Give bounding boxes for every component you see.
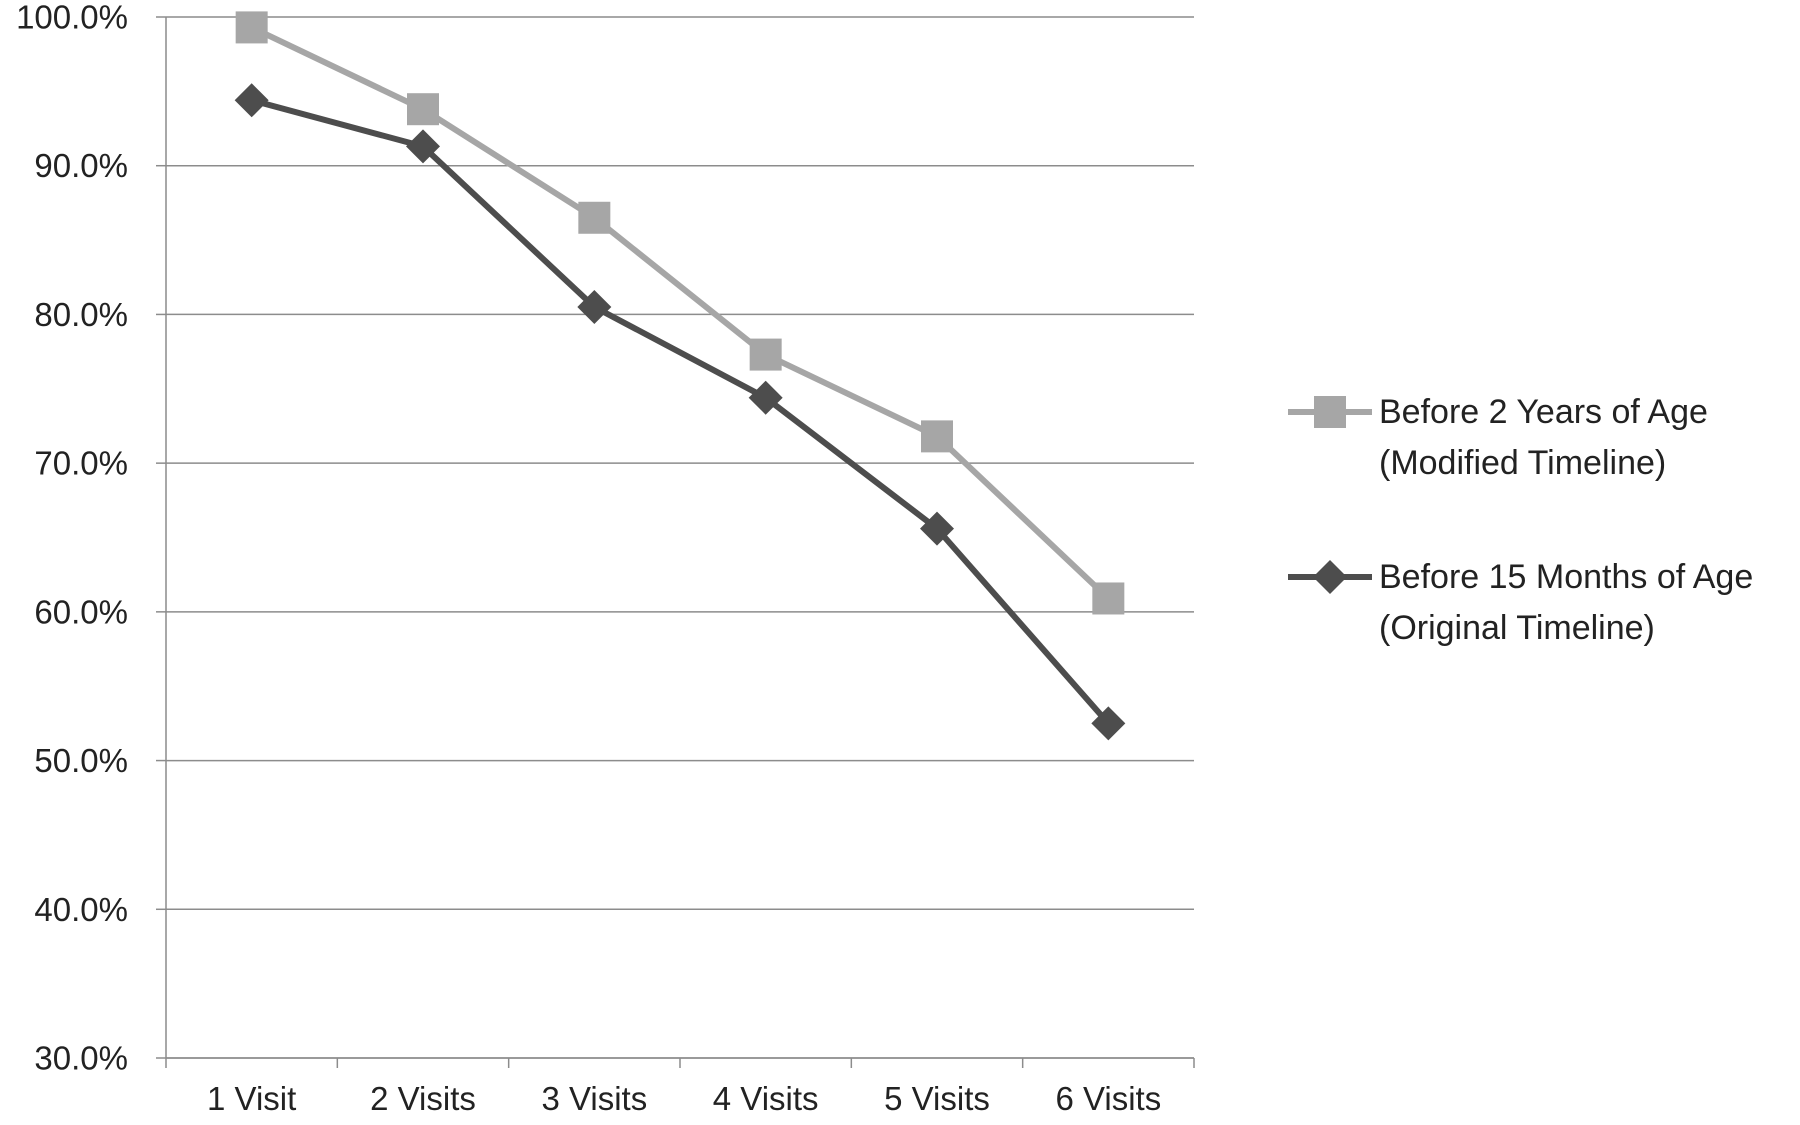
data-series	[234, 11, 1126, 741]
data-point-square	[1092, 582, 1125, 615]
y-tick-label: 70.0%	[34, 445, 128, 482]
data-point-diamond	[577, 289, 612, 324]
legend-label: Before 15 Months of Age	[1379, 558, 1753, 596]
legend-label: Before 2 Years of Age	[1379, 393, 1708, 431]
series-2	[234, 83, 1126, 741]
data-point-diamond	[234, 83, 269, 118]
legend-entry-2: Before 15 Months of Age (Original Timelin…	[1288, 558, 1753, 647]
data-point-square	[407, 93, 439, 126]
data-point-square	[235, 11, 268, 44]
x-tick-label: 2 Visits	[370, 1080, 476, 1117]
legend-entry-1: Before 2 Years of Age (Modified Timeline)	[1288, 393, 1708, 482]
data-point-diamond	[748, 380, 783, 415]
data-point-square	[578, 201, 611, 234]
y-tick-label: 90.0%	[34, 147, 128, 184]
legend-label: (Original Timeline)	[1379, 609, 1655, 647]
gridlines	[166, 16, 1194, 1059]
y-tick-label: 60.0%	[34, 593, 128, 630]
x-tick-label: 3 Visits	[541, 1080, 647, 1117]
legend-marker-diamond	[1313, 560, 1347, 594]
legend-marker-square	[1314, 396, 1346, 428]
x-tick-label: 6 Visits	[1055, 1080, 1161, 1117]
x-tick-label: 1 Visit	[207, 1080, 296, 1117]
y-axis-tick-labels: 30.0% 40.0% 50.0% 60.0% 70.0% 80.0% 90.0% 100.0…	[16, 0, 128, 1077]
x-tick-label: 4 Visits	[713, 1080, 819, 1117]
y-tick-label: 80.0%	[34, 296, 128, 333]
data-point-diamond	[920, 511, 954, 546]
series-1	[235, 11, 1125, 615]
y-tick-label: 30.0%	[34, 1040, 128, 1077]
series-line	[248, 24, 1112, 602]
legend-label: (Modified Timeline)	[1379, 444, 1666, 482]
data-point-square	[749, 338, 782, 371]
data-point-diamond	[1091, 706, 1126, 741]
series-line	[248, 97, 1112, 727]
x-tick-label: 5 Visits	[884, 1080, 990, 1117]
legend: Before 2 Years of Age (Modified Timeline)…	[1288, 393, 1753, 647]
x-axis-tick-labels: 1 Visit 2 Visits 3 Visits 4 Visits 5 Visits 6…	[207, 1080, 1161, 1117]
data-point-square	[921, 420, 953, 453]
axes	[156, 16, 1195, 1068]
data-point-diamond	[406, 129, 440, 164]
y-tick-label: 50.0%	[34, 742, 128, 779]
y-tick-label: 40.0%	[34, 891, 128, 928]
y-tick-label: 100.0%	[16, 0, 128, 36]
